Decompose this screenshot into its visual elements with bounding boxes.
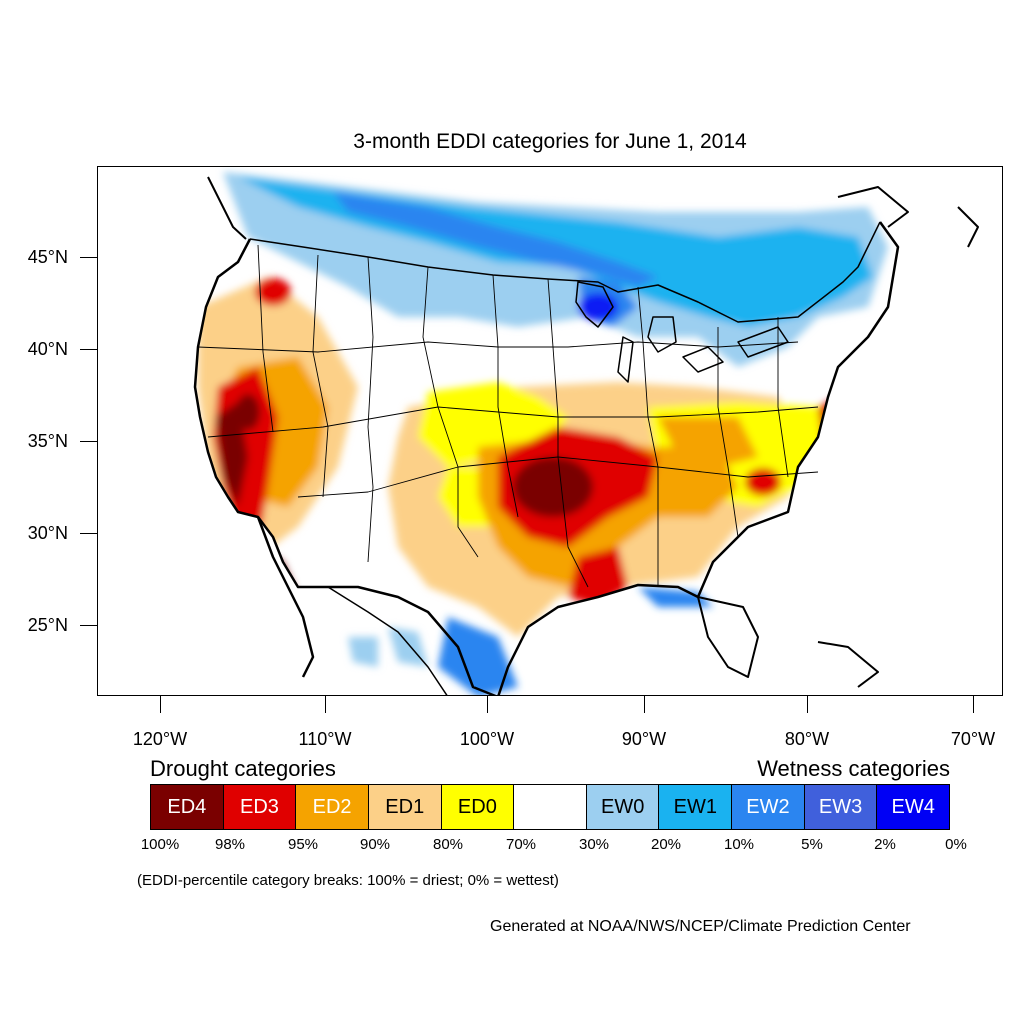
lat-label-45n: 45°N — [27, 247, 68, 267]
percentile-label: 10% — [723, 836, 755, 853]
percentile-label: 5% — [801, 836, 823, 853]
drought-categories-title: Drought categories — [150, 756, 336, 781]
lat-tick — [80, 625, 97, 626]
lat-label-25n: 25°N — [27, 615, 68, 635]
legend-cell-ed1: ED1 — [368, 785, 442, 829]
percentile-label: 0% — [945, 836, 967, 853]
lon-tick — [487, 696, 488, 713]
percentile-label: 30% — [578, 836, 610, 853]
percentile-label: 2% — [874, 836, 896, 853]
legend-cell-ew3: EW3 — [804, 785, 878, 829]
category-legend-bar: ED4 ED3 ED2 ED1 ED0 EW0 EW1 EW2 EW3 EW4 — [150, 784, 950, 830]
lat-tick — [80, 533, 97, 534]
lat-tick — [80, 257, 97, 258]
percentile-label: 100% — [140, 836, 180, 853]
percentile-label: 70% — [505, 836, 537, 853]
map-frame — [97, 166, 1003, 696]
legend-cell-ed3: ED3 — [223, 785, 297, 829]
lat-label-35n: 35°N — [27, 431, 68, 451]
percentile-label: 95% — [287, 836, 319, 853]
map-title: 3-month EDDI categories for June 1, 2014 — [353, 130, 747, 153]
lon-tick — [807, 696, 808, 713]
lon-tick — [160, 696, 161, 713]
credit-line: Generated at NOAA/NWS/NCEP/Climate Predi… — [490, 918, 911, 935]
eddi-map — [193, 172, 979, 695]
percentile-label: 98% — [214, 836, 246, 853]
lon-label-120w: 120°W — [132, 729, 188, 749]
legend-cell-ed2: ED2 — [296, 785, 369, 829]
lat-label-30n: 30°N — [27, 523, 68, 543]
lon-label-110w: 110°W — [298, 729, 352, 749]
legend-cell-ew2: EW2 — [732, 785, 805, 829]
lon-tick — [644, 696, 645, 713]
legend-cell-ew1: EW1 — [659, 785, 733, 829]
lat-label-40n: 40°N — [27, 339, 68, 359]
lat-tick — [80, 441, 97, 442]
lon-label-90w: 90°W — [621, 729, 667, 749]
legend-cell-ed4: ED4 — [151, 785, 224, 829]
percentile-label: 20% — [650, 836, 682, 853]
legend-cell-ew0: EW0 — [586, 785, 660, 829]
boundary-lines — [193, 176, 979, 695]
lon-tick — [325, 696, 326, 713]
legend-cell-ew4: EW4 — [877, 785, 950, 829]
lon-label-70w: 70°W — [950, 729, 996, 749]
lon-tick — [973, 696, 974, 713]
percentile-label: 80% — [432, 836, 464, 853]
wetness-categories-title: Wetness categories — [757, 756, 950, 781]
wetness-shading — [223, 172, 888, 695]
legend-cell-ed0: ED0 — [441, 785, 515, 829]
lon-label-80w: 80°W — [784, 729, 830, 749]
lon-label-100w: 100°W — [459, 729, 515, 749]
legend-cell-neutral — [514, 785, 587, 829]
drought-shading — [198, 277, 838, 647]
category-break-note: (EDDI-percentile category breaks: 100% =… — [137, 872, 559, 889]
percentile-label: 90% — [359, 836, 391, 853]
lat-tick — [80, 349, 97, 350]
